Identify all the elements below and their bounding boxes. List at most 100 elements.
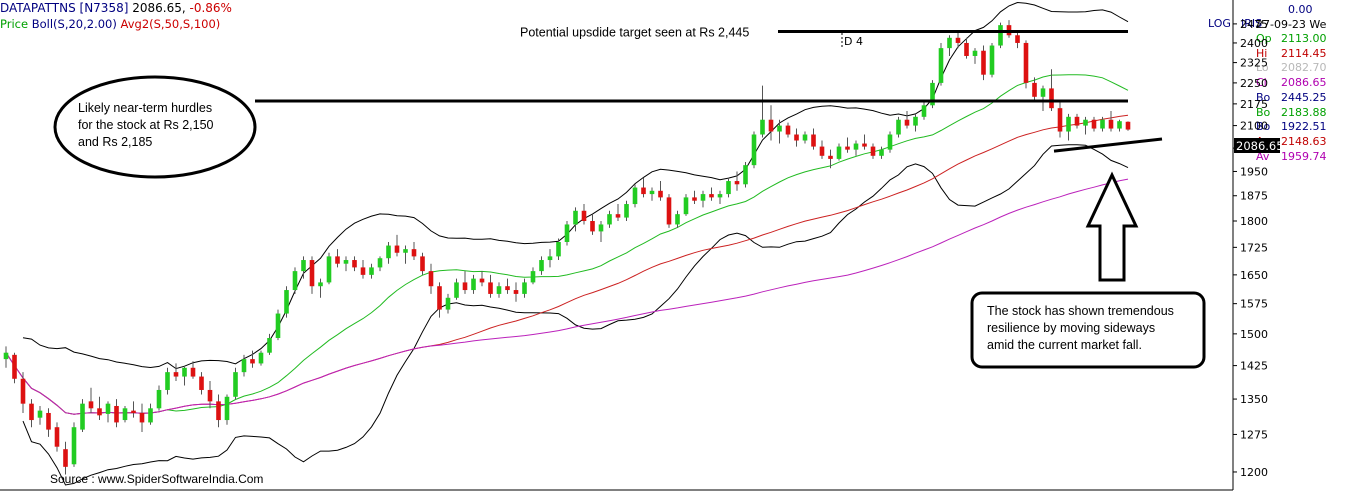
candle [437,282,442,318]
ohlc-key: Hi [1256,46,1268,60]
candle-body [1066,116,1071,132]
candle [20,372,26,413]
candle [97,396,102,421]
target-annotation-text: Potential upsdide target seen at Rs 2,44… [520,25,749,39]
candle [190,361,196,379]
y-tick-label: 1275 [1240,428,1268,441]
candle-body [641,187,646,195]
candle [182,365,187,386]
candle-body [768,119,774,132]
candle [46,408,51,437]
candle-body [1040,88,1046,97]
candle-body [360,267,366,275]
candle [233,367,238,400]
candle [1066,113,1071,141]
annotation-layer: Potential upsdide target seen at Rs 2,44… [53,25,1206,369]
candle-body [828,155,833,159]
candle [403,245,408,264]
candle [794,128,799,147]
candle-body [488,282,493,294]
candle-body [590,221,595,232]
resilience-callout-text: The stock has shown tremendous [987,304,1174,318]
candle [624,200,629,222]
candle-body [292,271,298,291]
candle [360,260,366,279]
y-tick-label: 1425 [1240,360,1268,373]
iris-label[interactable]: IRIS [1241,17,1263,30]
log-label[interactable]: LOG [1208,17,1231,30]
symbol-label: DATAPATTNS [N7358] [0,1,129,15]
candle-body [275,313,281,338]
candle [1006,20,1012,38]
bollinger-lower-line [22,144,1129,486]
candle [241,354,247,377]
candle [581,204,587,225]
candle [105,401,111,423]
candle [768,105,774,141]
candle [131,401,136,418]
candle-body [607,214,612,225]
candle [471,274,476,294]
side-top-value: 0.00 [1288,3,1313,16]
candle-body [530,271,536,283]
candle-body [539,260,544,272]
legend-price: Price [0,17,29,31]
candle-body [615,214,621,218]
candle [1015,30,1020,49]
candle-body [1117,121,1122,129]
candle-body [284,290,289,314]
candle [258,350,264,366]
candle-body [318,282,323,287]
candle [641,177,646,198]
candle [148,403,153,425]
candle-body [573,210,578,225]
candle-body [598,224,604,232]
candle [819,140,825,159]
candle-body [522,282,527,294]
candle-body [250,359,255,364]
candle-body [165,372,170,390]
candle [539,256,544,275]
candle [1117,119,1122,132]
legend-boll: Boll(S,20,2.00) [31,17,117,31]
candle-body [20,378,26,404]
candle-body [1108,119,1114,129]
candle-body [1100,119,1105,129]
candle-body [726,181,731,195]
ohlc-key: Bo [1256,105,1271,119]
candle [207,380,213,409]
candle [1040,85,1046,112]
candle [760,85,765,138]
candle [658,181,663,201]
candle-body [658,190,663,198]
candle [921,102,927,120]
candle [1023,40,1029,89]
candle [998,22,1003,49]
resilience-callout-text: resilience by moving sideways [987,321,1155,335]
candle [54,422,60,452]
y-tick-label: 2325 [1240,57,1268,70]
candle [598,221,604,242]
ohlc-row: Op 2113.00 [1254,32,1352,47]
ohlc-key: Lo [1256,61,1269,75]
candle-body [777,125,782,132]
candle-body [428,271,434,287]
ohlc-value: 2082.70 [1281,61,1327,75]
candle [692,190,697,205]
candle [955,32,961,49]
avg-100-line [5,178,1129,415]
y-tick-label: 1200 [1240,466,1268,479]
change-percent: -0.86% [189,1,232,15]
candle [709,187,714,201]
candle-body [352,260,357,268]
candle-body [649,190,655,195]
hurdle-callout-ellipse [53,75,257,179]
candle-body [1015,35,1020,43]
candle-body [139,412,145,423]
y-tick-label: 1950 [1240,165,1268,178]
candle-body [394,245,400,253]
candle [675,210,680,228]
candle [743,162,748,188]
candle [428,263,434,294]
